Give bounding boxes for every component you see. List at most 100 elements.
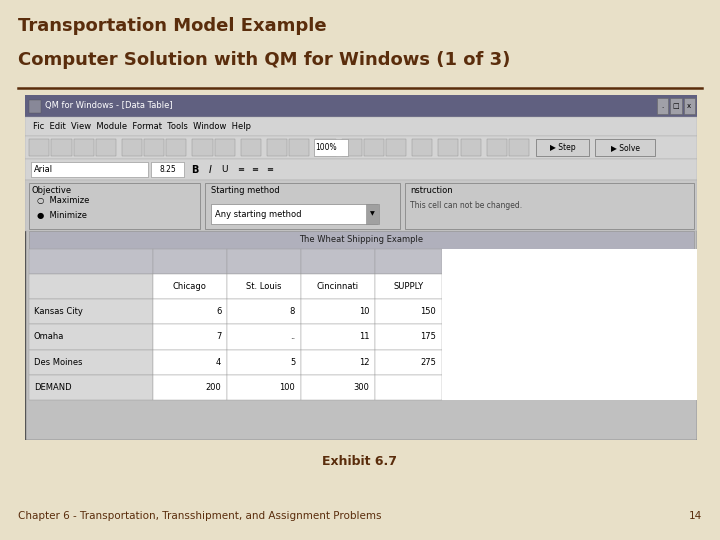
Bar <box>341 139 361 156</box>
Bar <box>301 248 374 274</box>
Bar <box>205 183 400 228</box>
Bar <box>438 139 459 156</box>
Bar <box>29 183 200 228</box>
Bar <box>51 139 71 156</box>
Text: Computer Solution with QM for Windows (1 of 3): Computer Solution with QM for Windows (1… <box>18 51 510 70</box>
Text: 300: 300 <box>354 383 369 392</box>
Bar <box>30 139 50 156</box>
Text: 8.25: 8.25 <box>159 165 176 174</box>
Bar <box>153 325 227 349</box>
Bar <box>30 162 148 178</box>
Text: Fic  Edit  View  Module  Format  Tools  Window  Help: Fic Edit View Module Format Tools Window… <box>33 122 251 131</box>
Bar <box>151 162 184 178</box>
Bar <box>314 139 348 156</box>
Bar <box>536 139 590 156</box>
Bar <box>412 139 432 156</box>
Text: Exhibit 6.7: Exhibit 6.7 <box>323 455 397 468</box>
Bar <box>374 375 441 400</box>
Bar <box>461 139 481 156</box>
Bar <box>227 325 301 349</box>
Text: SUPPLY: SUPPLY <box>393 282 423 291</box>
Text: ▶ Step: ▶ Step <box>550 143 575 152</box>
Text: Omaha: Omaha <box>34 333 64 341</box>
Bar <box>374 274 441 299</box>
Text: ≡: ≡ <box>251 165 258 174</box>
Bar <box>25 136 697 159</box>
Bar <box>240 139 261 156</box>
Text: 10: 10 <box>359 307 369 316</box>
Bar <box>96 139 116 156</box>
Bar <box>227 299 301 325</box>
Text: 200: 200 <box>206 383 221 392</box>
Bar <box>405 183 693 228</box>
Bar <box>657 98 668 114</box>
Text: 7: 7 <box>216 333 221 341</box>
Bar <box>211 204 377 225</box>
Text: □: □ <box>672 103 679 109</box>
Text: 11: 11 <box>359 333 369 341</box>
Bar <box>29 299 153 325</box>
Text: .: . <box>661 103 664 109</box>
Bar <box>289 139 310 156</box>
Bar <box>153 274 227 299</box>
Text: Des Moines: Des Moines <box>34 357 82 367</box>
Text: ..: .. <box>290 333 295 341</box>
Text: 175: 175 <box>420 333 436 341</box>
Bar <box>595 139 655 156</box>
Bar <box>227 274 301 299</box>
Text: 12: 12 <box>359 357 369 367</box>
Text: ▼: ▼ <box>370 212 375 217</box>
Bar <box>166 139 186 156</box>
Bar <box>29 100 40 113</box>
Bar <box>374 325 441 349</box>
Bar <box>29 274 153 299</box>
Text: ▶ Solve: ▶ Solve <box>611 143 639 152</box>
Text: 150: 150 <box>420 307 436 316</box>
Bar <box>386 139 406 156</box>
Bar <box>25 180 697 231</box>
Bar <box>374 248 441 274</box>
Bar <box>374 299 441 325</box>
Bar <box>227 375 301 400</box>
Bar <box>301 349 374 375</box>
Text: Transportation Model Example: Transportation Model Example <box>18 17 327 35</box>
Bar <box>441 248 697 400</box>
Text: B: B <box>191 165 198 175</box>
Bar <box>29 231 693 248</box>
Bar <box>29 325 153 349</box>
Text: ≡: ≡ <box>266 165 273 174</box>
Bar <box>29 349 153 375</box>
Text: I: I <box>209 165 212 175</box>
Text: 14: 14 <box>689 511 702 521</box>
Text: Cincinnati: Cincinnati <box>317 282 359 291</box>
Bar <box>315 139 336 156</box>
Bar <box>366 205 379 224</box>
Text: nstruction: nstruction <box>410 186 453 195</box>
Text: Objective: Objective <box>32 186 72 195</box>
Bar <box>73 139 94 156</box>
Text: The Wheat Shipping Example: The Wheat Shipping Example <box>299 235 423 245</box>
Text: 4: 4 <box>216 357 221 367</box>
Bar <box>227 248 301 274</box>
Text: Chapter 6 - Transportation, Transshipment, and Assignment Problems: Chapter 6 - Transportation, Transshipmen… <box>18 511 382 521</box>
Bar <box>301 375 374 400</box>
Text: 275: 275 <box>420 357 436 367</box>
Bar <box>144 139 164 156</box>
Bar <box>301 299 374 325</box>
Text: 100%: 100% <box>315 143 337 152</box>
Text: 6: 6 <box>216 307 221 316</box>
Bar <box>509 139 529 156</box>
Text: x: x <box>687 103 691 109</box>
Text: ○  Maximize: ○ Maximize <box>37 197 90 205</box>
Bar <box>25 159 697 180</box>
Text: Starting method: Starting method <box>211 186 279 195</box>
Bar <box>29 375 153 400</box>
Bar <box>25 117 697 136</box>
Text: Arial: Arial <box>34 165 53 174</box>
Text: QM for Windows - [Data Table]: QM for Windows - [Data Table] <box>45 101 173 110</box>
Bar <box>215 139 235 156</box>
Bar <box>192 139 212 156</box>
Text: 100: 100 <box>279 383 295 392</box>
Bar <box>267 139 287 156</box>
Bar <box>122 139 142 156</box>
